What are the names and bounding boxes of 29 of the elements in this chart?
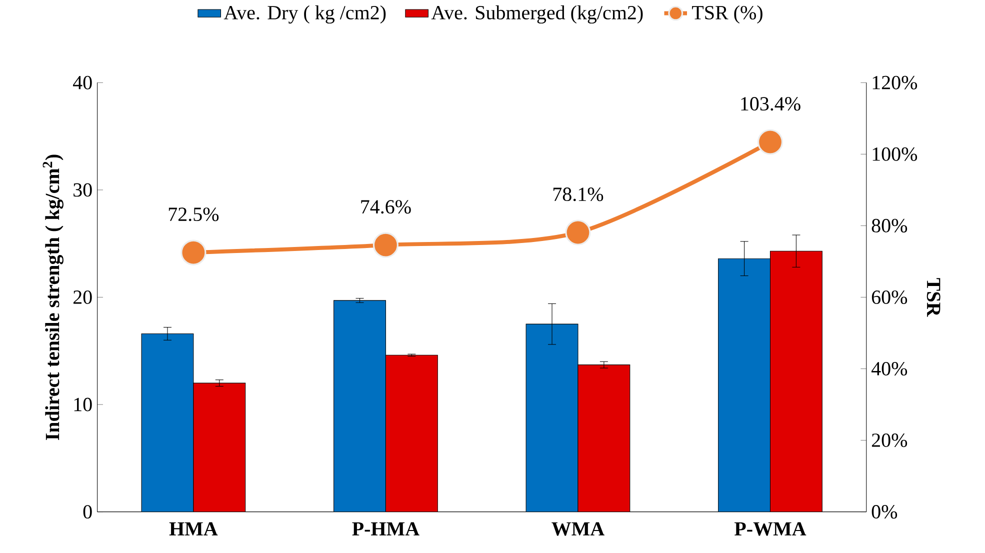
data-label: 72.5% (168, 208, 219, 222)
legend-label: Ave. Dry ( kg /cm2) (224, 5, 386, 24)
y2-tick-label: 40% (871, 362, 908, 376)
legend-label: TSR (%) (692, 5, 762, 24)
x-tick-label: P-WMA (734, 522, 806, 536)
data-label: 78.1% (553, 187, 604, 202)
data-label: 103.4% (741, 97, 800, 111)
data-label: 74.6% (361, 200, 411, 214)
point (757, 129, 784, 155)
y-axis-title: Indirect tensile strength ( kg/cm$^{2}$) (42, 154, 64, 440)
point (180, 240, 206, 266)
x-tick-label: HMA (169, 522, 218, 536)
y2-tick-label: 60% (872, 290, 908, 304)
y2-axis-title: TSR (926, 278, 940, 317)
y-tick-label: 10 (74, 398, 92, 412)
x-tick-label: WMA (552, 522, 604, 536)
y-tick-label: 30 (74, 183, 92, 197)
point (372, 232, 398, 258)
y2-tick-label: 80% (872, 218, 908, 232)
point (565, 220, 591, 246)
legend-label: Ave. Submerged (kg/cm2) (431, 5, 643, 24)
y2-tick-label: 100% (872, 147, 918, 161)
y2-tick-label: 20% (872, 433, 908, 448)
x-tick-label: P-HMA (352, 522, 420, 536)
y2-tick-label: 0% (872, 504, 898, 519)
y-tick-label: 20 (73, 290, 92, 304)
y2-tick-label: 120% (872, 76, 918, 90)
y-tick-label: 0 (83, 505, 92, 518)
y-tick-label: 40 (73, 76, 92, 90)
